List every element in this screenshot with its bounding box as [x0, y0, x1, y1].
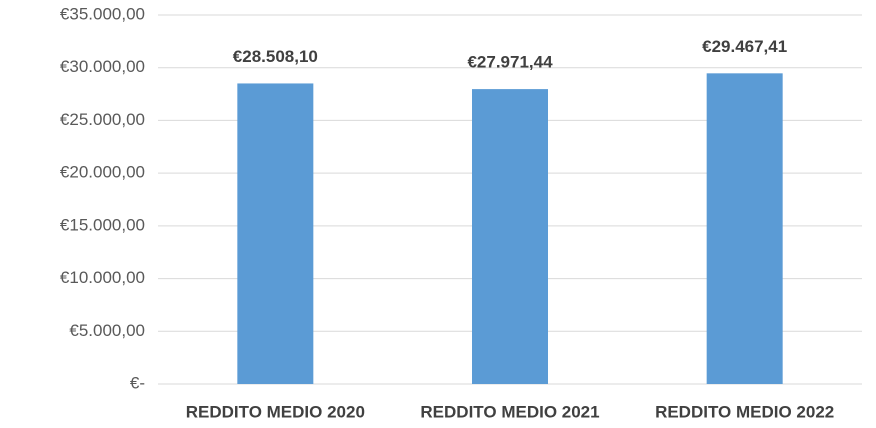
y-tick-label: €- — [130, 373, 145, 392]
y-tick-label: €10.000,00 — [60, 268, 145, 287]
data-label: €28.508,10 — [233, 47, 318, 66]
y-tick-label: €15.000,00 — [60, 215, 145, 234]
y-tick-label: €30.000,00 — [60, 57, 145, 76]
x-tick-label: REDDITO MEDIO 2021 — [420, 402, 599, 421]
bar — [706, 73, 783, 384]
x-tick-label: REDDITO MEDIO 2022 — [655, 402, 834, 421]
y-tick-label: €25.000,00 — [60, 110, 145, 129]
data-label: €27.971,44 — [467, 53, 553, 72]
x-tick-label: REDDITO MEDIO 2020 — [186, 402, 365, 421]
y-tick-label: €5.000,00 — [69, 321, 145, 340]
y-tick-label: €20.000,00 — [60, 163, 145, 182]
y-tick-label: €35.000,00 — [60, 4, 145, 23]
data-label: €29.467,41 — [702, 37, 787, 56]
bar — [472, 89, 548, 384]
bar — [237, 83, 314, 384]
